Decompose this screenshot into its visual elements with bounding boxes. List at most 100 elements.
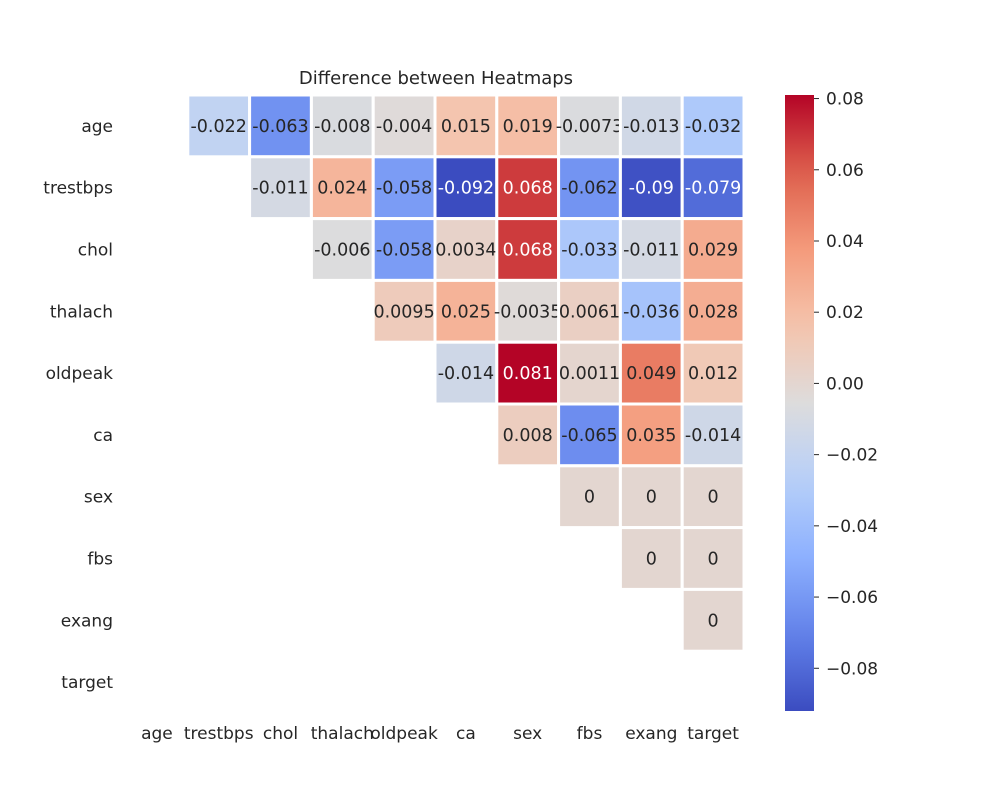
colorbar-tick-label: 0.08 — [826, 90, 864, 110]
cell-value-label: -0.0073 — [556, 117, 624, 137]
cell-value-label: 0.0034 — [435, 241, 496, 261]
cell-value-label: -0.033 — [561, 241, 617, 261]
x-tick-label: age — [141, 724, 173, 744]
cell-value-label: -0.036 — [623, 302, 679, 322]
y-tick-label: sex — [84, 488, 113, 508]
cell-value-label: 0.024 — [317, 179, 367, 199]
cell-value-label: -0.011 — [252, 179, 308, 199]
heatmap-cell-oldpeak-ca — [433, 340, 499, 406]
x-tick-label: target — [687, 724, 739, 744]
cell-value-label: 0.0061 — [559, 302, 620, 322]
x-tick-label: oldpeak — [370, 724, 438, 744]
cell-value-label: 0.008 — [503, 426, 553, 446]
cell-value-label: -0.008 — [314, 117, 370, 137]
heatmap-cell-ca-sex — [495, 402, 561, 468]
y-tick-label: exang — [61, 611, 113, 631]
cell-value-label: -0.065 — [561, 426, 617, 446]
y-tick-label: oldpeak — [46, 364, 114, 384]
cell-value-label: 0.019 — [503, 117, 553, 137]
x-tick-label: ca — [456, 724, 476, 744]
cell-value-label: -0.09 — [629, 179, 674, 199]
y-tick-label: age — [81, 117, 113, 137]
cell-value-label: -0.014 — [438, 364, 494, 384]
cell-value-label: 0 — [708, 550, 719, 570]
colorbar-tick-label: 0.04 — [826, 232, 864, 252]
y-tick-label: ca — [93, 426, 113, 446]
colorbar: 0.08 0.06 0.04 0.02 0.00 −0.02 −0.04 −0.06 −0.08 — [785, 90, 878, 711]
cell-value-label: 0.029 — [688, 241, 738, 261]
cell-value-label: -0.062 — [561, 179, 617, 199]
y-axis-tick-labels: age trestbps chol thalach oldpeak ca sex fbs exa… — [43, 117, 113, 693]
cell-value-label: -0.058 — [376, 241, 432, 261]
x-tick-label: chol — [263, 724, 298, 744]
heatmap-cell-trestbps-fbs — [557, 155, 622, 221]
cell-value-label: 0.012 — [688, 364, 738, 384]
heatmap-cell-age-sex — [495, 93, 561, 159]
colorbar-tick-label: −0.02 — [826, 446, 878, 466]
cell-value-label: 0.081 — [503, 364, 553, 384]
cell-value-label: -0.004 — [376, 117, 432, 137]
heatmap-cell-chol-target — [680, 217, 746, 282]
x-tick-label: trestbps — [184, 724, 254, 744]
y-tick-label: trestbps — [43, 179, 113, 199]
cell-value-label: -0.014 — [685, 426, 741, 446]
colorbar-tick-label: −0.04 — [826, 517, 878, 537]
heatmap-cell-trestbps-chol — [248, 155, 313, 221]
chart-title: Difference between Heatmaps — [298, 68, 574, 89]
cell-value-label: -0.032 — [685, 117, 741, 137]
cell-value-label: -0.0035 — [494, 302, 562, 322]
heatmap-cell-trestbps-sex — [495, 155, 561, 221]
heatmap-cell-trestbps-thalach — [309, 155, 375, 221]
cell-value-label: -0.022 — [190, 117, 246, 137]
cell-value-label: -0.013 — [623, 117, 679, 137]
cell-value-label: -0.058 — [376, 179, 432, 199]
colorbar-tick-label: 0.06 — [826, 161, 864, 181]
cell-value-label: 0.0095 — [373, 302, 434, 322]
heatmap-cell-fbs-exang — [618, 526, 684, 591]
heatmap-cell-ca-target — [680, 402, 746, 468]
cell-value-label: 0.035 — [626, 426, 676, 446]
heatmap-cell-thalach-fbs — [557, 278, 622, 344]
heatmap-cell-sex-exang — [618, 464, 684, 530]
y-tick-label: target — [61, 673, 113, 693]
cell-value-label: 0.028 — [688, 302, 738, 322]
cell-value-label: 0 — [584, 488, 595, 508]
colorbar-tick-label: 0.00 — [826, 374, 864, 394]
heatmap-cell-thalach-exang — [618, 278, 684, 344]
cell-value-label: 0 — [646, 550, 657, 570]
cell-value-label: 0 — [708, 611, 719, 631]
cell-value-label: -0.011 — [623, 241, 679, 261]
cell-value-label: 0 — [646, 488, 657, 508]
cell-value-label: -0.006 — [314, 241, 370, 261]
heatmap-cell-exang-target — [680, 587, 746, 653]
cell-value-label: 0 — [708, 488, 719, 508]
cell-value-label: 0.0011 — [559, 364, 620, 384]
x-tick-label: fbs — [577, 724, 603, 744]
x-tick-label: sex — [513, 724, 542, 744]
heatmap-cell-age-target — [680, 93, 746, 159]
cell-value-label: -0.063 — [252, 117, 308, 137]
heatmap-cell-ca-fbs — [557, 402, 622, 468]
cell-value-label: 0.068 — [503, 179, 553, 199]
heatmap-cell-fbs-target — [680, 526, 746, 591]
y-tick-label: chol — [78, 241, 113, 261]
cell-value-label: 0.015 — [441, 117, 491, 137]
colorbar-tick-label: −0.08 — [826, 659, 878, 679]
heatmap-cell-oldpeak-sex — [495, 340, 561, 406]
colorbar-gradient — [785, 95, 814, 711]
cell-value-label: 0.049 — [626, 364, 676, 384]
y-tick-label: fbs — [87, 550, 113, 570]
y-tick-label: thalach — [50, 302, 113, 322]
cell-value-label: 0.025 — [441, 302, 491, 322]
colorbar-tick-label: −0.06 — [826, 588, 878, 608]
heatmap-cell-thalach-oldpeak — [371, 278, 437, 344]
heatmap-cell-age-fbs — [557, 93, 622, 159]
colorbar-tick-label: 0.02 — [826, 303, 864, 323]
heatmap-cell-trestbps-target — [680, 155, 746, 221]
cell-value-label: -0.092 — [438, 179, 494, 199]
x-tick-label: thalach — [311, 724, 374, 744]
heatmap-cell-trestbps-ca — [433, 155, 499, 221]
heatmap-cell-chol-thalach — [309, 217, 375, 282]
